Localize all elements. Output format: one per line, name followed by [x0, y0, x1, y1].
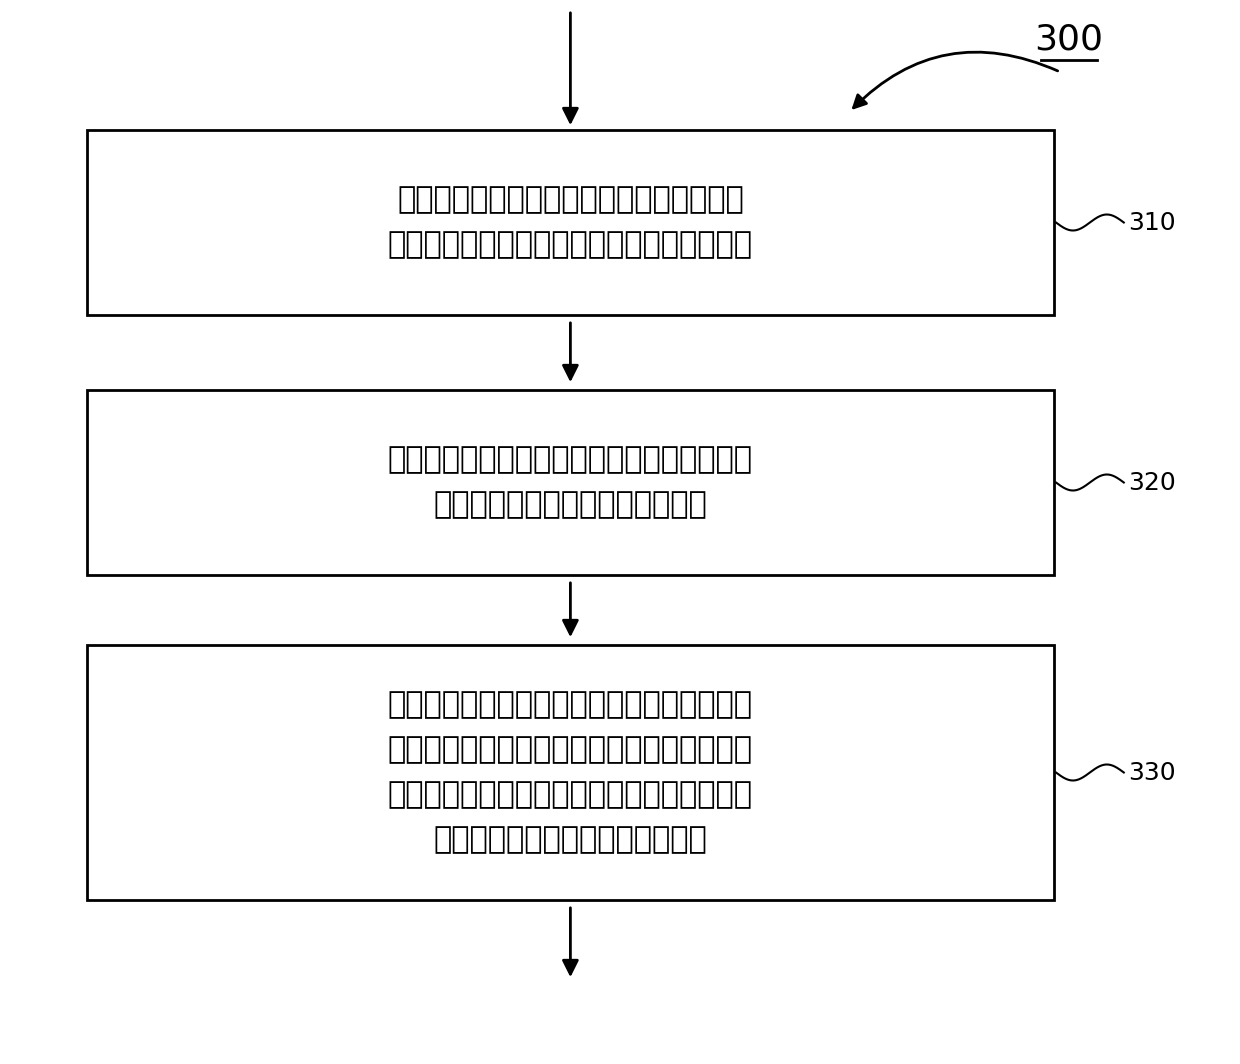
Text: 320: 320 [1128, 470, 1176, 495]
FancyBboxPatch shape [87, 130, 1054, 315]
Text: 300: 300 [1034, 23, 1104, 57]
FancyBboxPatch shape [87, 390, 1054, 575]
Text: 310: 310 [1128, 211, 1176, 234]
Text: 在所述事务接收方节点的账本中获取与所述数
字凭证标识信息相关联的第二数据: 在所述事务接收方节点的账本中获取与所述数 字凭证标识信息相关联的第二数据 [388, 446, 753, 519]
FancyArrowPatch shape [853, 52, 1058, 107]
Text: 将第二数据发送至第一事务请求的事务发起方
节点，或者将第二数据发送至第一事务接收方
节点，其中，第一事务接收方节点为向事务接
收方节点发送第一事务请求的节点: 将第二数据发送至第一事务请求的事务发起方 节点，或者将第二数据发送至第一事务接收… [388, 691, 753, 854]
Text: 在事务接收方节点处接收第一事务请求，其
中，所述第一事务请求包括数字凭证标识信息: 在事务接收方节点处接收第一事务请求，其 中，所述第一事务请求包括数字凭证标识信息 [388, 185, 753, 260]
FancyBboxPatch shape [87, 645, 1054, 900]
Text: 330: 330 [1128, 761, 1176, 784]
